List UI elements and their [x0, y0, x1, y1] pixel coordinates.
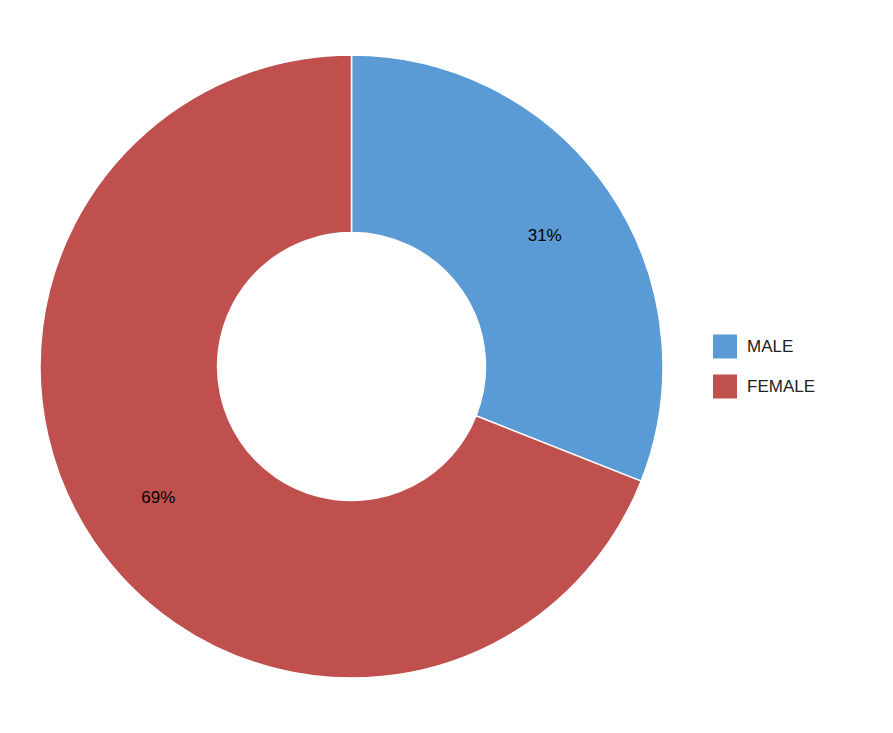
legend-label: FEMALE: [747, 377, 815, 396]
legend-swatch: [713, 335, 737, 359]
data-label: 69%: [141, 488, 175, 507]
slices: [40, 55, 663, 678]
chart-svg: 31% 69% MALE FEMALE: [0, 0, 893, 733]
legend: MALE FEMALE: [713, 335, 815, 399]
legend-label: MALE: [747, 337, 793, 356]
legend-swatch: [713, 375, 737, 399]
chart-container: 31% 69% MALE FEMALE: [0, 0, 893, 733]
slice: [352, 55, 663, 481]
page: {"chart_data": {"type": "donut", "catego…: [0, 0, 893, 733]
slice: [40, 55, 641, 678]
data-label: 31%: [528, 226, 562, 245]
data-labels: 31% 69%: [141, 226, 561, 508]
